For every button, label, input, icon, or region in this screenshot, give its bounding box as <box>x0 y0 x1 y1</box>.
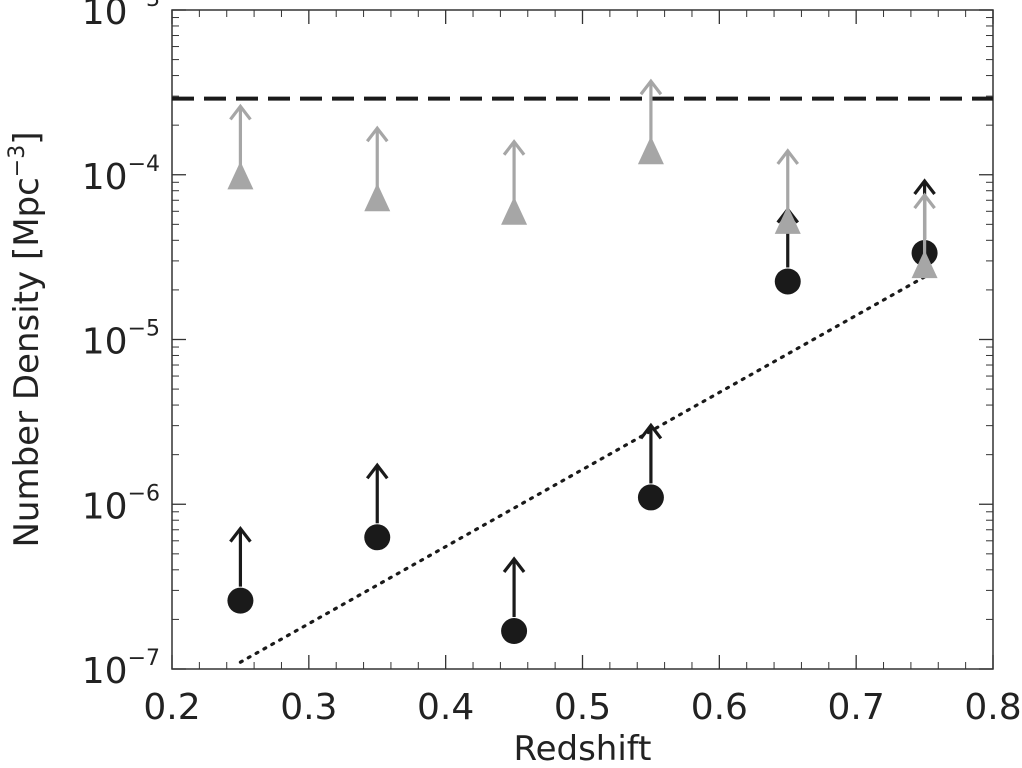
triangle-limit-arrow-head <box>776 148 800 165</box>
tick-labels: 0.20.30.40.50.60.70.810−710−610−510−410−… <box>82 0 1022 728</box>
circle-limit-arrow-head <box>502 556 526 574</box>
triangle-limit-arrow-head <box>365 125 389 143</box>
x-tick-label: 0.4 <box>417 687 474 728</box>
triangle-point <box>364 183 391 212</box>
y-tick-label: 10−7 <box>82 646 160 692</box>
y-tick-base: 10 <box>82 651 128 692</box>
y-tick-label: 10−3 <box>82 0 160 33</box>
x-tick-label: 0.3 <box>280 687 337 728</box>
circle-point <box>501 618 528 645</box>
triangle-series <box>227 78 938 279</box>
y-axis-label: Number Density [Mpc−3] <box>5 131 47 547</box>
y-tick-base: 10 <box>82 486 128 527</box>
major-ticks <box>171 9 994 670</box>
data-series <box>227 78 938 645</box>
triangle-limit-arrow-head <box>639 78 663 96</box>
x-tick-label: 0.2 <box>143 687 200 728</box>
triangle-point <box>227 161 254 190</box>
y-axis-label-suffix: ] <box>7 131 47 144</box>
circle-limit-arrow-head <box>365 462 389 480</box>
plot-frame <box>171 9 994 670</box>
triangle-point <box>911 250 938 279</box>
y-tick-base: 10 <box>82 157 128 198</box>
y-tick-label: 10−4 <box>82 152 160 198</box>
y-tick-exponent: −6 <box>128 481 160 506</box>
circle-point <box>227 587 254 614</box>
circle-limit-arrow-head <box>639 422 663 440</box>
triangle-point <box>637 136 664 165</box>
y-tick-exponent: −5 <box>128 317 160 342</box>
triangle-limit-arrow-head <box>502 139 526 156</box>
dotted-reference-line <box>238 275 927 664</box>
y-tick-exponent: −4 <box>128 152 160 177</box>
triangle-limit-arrow-head <box>913 192 936 210</box>
x-tick-label: 0.7 <box>828 687 885 728</box>
y-tick-exponent: −3 <box>128 0 160 12</box>
x-tick-label: 0.8 <box>964 687 1021 728</box>
reference-lines <box>172 96 993 664</box>
circle-series <box>227 178 938 645</box>
triangle-point <box>774 205 801 234</box>
triangle-limit-arrow-head <box>229 103 252 121</box>
circle-point <box>364 524 391 551</box>
y-tick-exponent: −7 <box>128 646 160 671</box>
triangle-point <box>501 196 528 225</box>
y-axis-label-exponent: −3 <box>5 145 30 177</box>
x-tick-label: 0.6 <box>691 687 748 728</box>
minor-ticks <box>172 10 993 669</box>
y-tick-label: 10−5 <box>82 317 160 363</box>
circle-point <box>637 484 664 511</box>
y-axis-label-text: Number Density [Mpc <box>7 177 47 547</box>
circle-point <box>774 268 801 295</box>
y-tick-base: 10 <box>82 0 128 33</box>
x-tick-label: 0.5 <box>554 687 611 728</box>
circle-limit-arrow-head <box>229 526 252 543</box>
y-tick-base: 10 <box>82 322 128 363</box>
circle-limit-arrow-head <box>913 178 936 195</box>
y-tick-label: 10−6 <box>82 481 160 527</box>
x-axis-label: Redshift <box>513 729 651 768</box>
